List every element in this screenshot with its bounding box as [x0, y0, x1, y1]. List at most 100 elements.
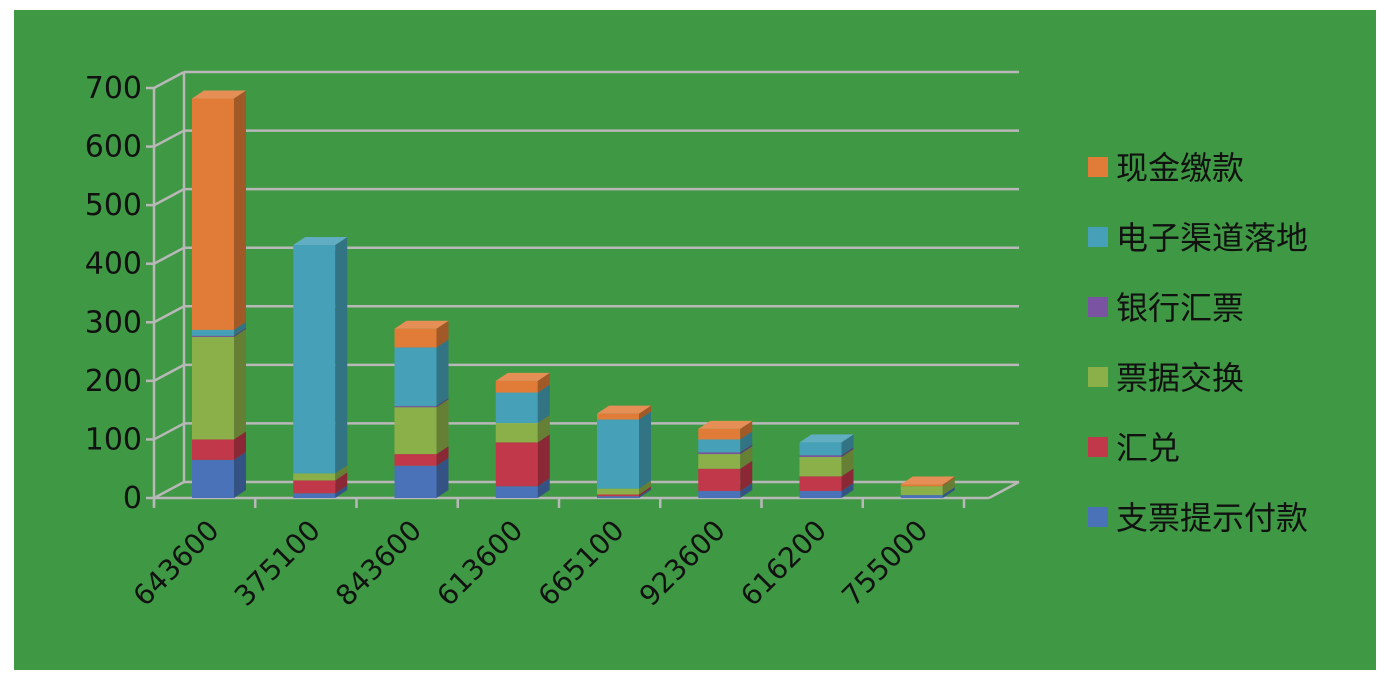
bar-segment-front [900, 484, 943, 487]
bar-segment-side [942, 476, 955, 487]
bar-segment-front [394, 347, 437, 407]
bar-segment-side [942, 478, 955, 496]
legend-swatch [1088, 297, 1108, 317]
bar-segment-front [394, 406, 437, 408]
bar-segment-side [740, 444, 753, 455]
x-tick-label: 613600 [430, 514, 529, 613]
bar-segment-side [639, 488, 651, 498]
bar-segment-front [799, 442, 842, 456]
bar-segment-front [495, 486, 538, 498]
gridline-side [153, 480, 185, 500]
bar-segment [192, 90, 246, 330]
bar-segment-front [192, 336, 234, 440]
bar-segment-side [740, 460, 753, 491]
gridline-side [153, 363, 185, 382]
bar-segment-front [799, 455, 842, 457]
x-tick-label: 375100 [228, 514, 327, 613]
legend-item: 票据交换 [1088, 359, 1244, 397]
legend-swatch [1088, 157, 1108, 177]
bar-segment [394, 320, 449, 348]
bar-segment-side [841, 468, 854, 491]
bar-segment-side [841, 434, 854, 456]
legend-label: 票据交换 [1116, 359, 1244, 397]
bar-segment-side [537, 384, 550, 424]
bar-segment-side [639, 480, 651, 495]
y-tick-label: 600 [85, 130, 142, 165]
x-tick-label: 755000 [835, 514, 934, 613]
bar-segment-front [293, 244, 336, 474]
bar-segment-front [293, 480, 336, 494]
bar-segment-side [234, 328, 246, 440]
chart-area: 0 100 200 300 400 500 600 700 643600 375100 843600… [14, 10, 1376, 670]
y-tick-label: 500 [85, 188, 142, 223]
legend-item: 银行汇票 [1088, 289, 1244, 327]
bar-segment-front [698, 468, 741, 491]
bar-segment-front [698, 428, 741, 440]
bar-segment-front [192, 439, 234, 460]
x-axis-labels: 643600 375100 843600 613600 665100 923600 6162… [127, 514, 935, 613]
bar-segment [698, 420, 753, 440]
gridline-side [153, 70, 185, 90]
bar-segment-front [698, 490, 741, 498]
bar-segment-side [639, 405, 651, 420]
bar-segment [698, 482, 753, 498]
legend-swatch [1088, 437, 1108, 457]
bar-segment [799, 482, 854, 498]
bar-segment [799, 434, 854, 456]
bar-segment [192, 328, 246, 440]
bar-segment [394, 399, 449, 455]
bar-segment [900, 487, 955, 498]
legend-label: 银行汇票 [1116, 289, 1244, 327]
bar-top-cap [394, 320, 449, 329]
bar-segment [597, 486, 651, 497]
bar-segment-front [900, 486, 943, 496]
bar-segment [799, 468, 854, 491]
legend-label: 现金缴款 [1116, 149, 1244, 187]
bar-segment [698, 446, 753, 469]
bar-segment [495, 415, 550, 443]
legend-label: 汇兑 [1116, 429, 1180, 467]
bar-segment-front [293, 493, 336, 498]
gridline-side [153, 246, 185, 265]
gridlines [152, 70, 1020, 508]
bar-segment-front [698, 452, 741, 455]
bar-segment [698, 444, 753, 455]
legend-swatch [1088, 227, 1108, 247]
bar-top-cap [799, 434, 854, 443]
bar-segment-front [394, 328, 437, 348]
bar-segment [597, 405, 651, 420]
bar-segment [799, 447, 854, 457]
bar-segment-side [841, 482, 854, 498]
bar-top-cap [597, 405, 651, 414]
bar-segment-front [597, 488, 639, 495]
legend-label: 支票提示付款 [1116, 499, 1308, 537]
bar-segment [192, 327, 246, 337]
bar-segment-side [537, 415, 550, 443]
bar-segment-front [394, 465, 437, 498]
bar-top-cap [293, 236, 348, 245]
x-tick-label: 843600 [329, 514, 428, 613]
bar-segment-side [436, 446, 449, 466]
bar-segment-front [192, 329, 234, 336]
bar-segment-side [335, 465, 348, 481]
y-tick-label: 400 [85, 247, 142, 282]
bar-segment-front [495, 380, 538, 393]
bar-segment-side [436, 457, 449, 498]
bar-segment-side [436, 398, 449, 408]
bar-segment-side [234, 431, 246, 460]
bar-segment-side [335, 472, 348, 494]
bar-top-cap [192, 90, 246, 99]
bar-segment [192, 431, 246, 460]
bar-segment-side [335, 485, 348, 498]
legend-item: 支票提示付款 [1088, 499, 1308, 537]
bar-segment-front [495, 423, 538, 443]
bar-top-cap [900, 476, 955, 485]
bar-segment-front [192, 335, 234, 337]
bar-segment [495, 434, 550, 487]
legend-label: 电子渠道落地 [1116, 219, 1308, 257]
bar-top-cap [698, 420, 753, 429]
bar-segment-front [597, 413, 639, 420]
stacked-3d-bar-chart: 0 100 200 300 400 500 600 700 643600 375100 843600… [85, 70, 1308, 613]
bar-segment-side [740, 482, 753, 498]
